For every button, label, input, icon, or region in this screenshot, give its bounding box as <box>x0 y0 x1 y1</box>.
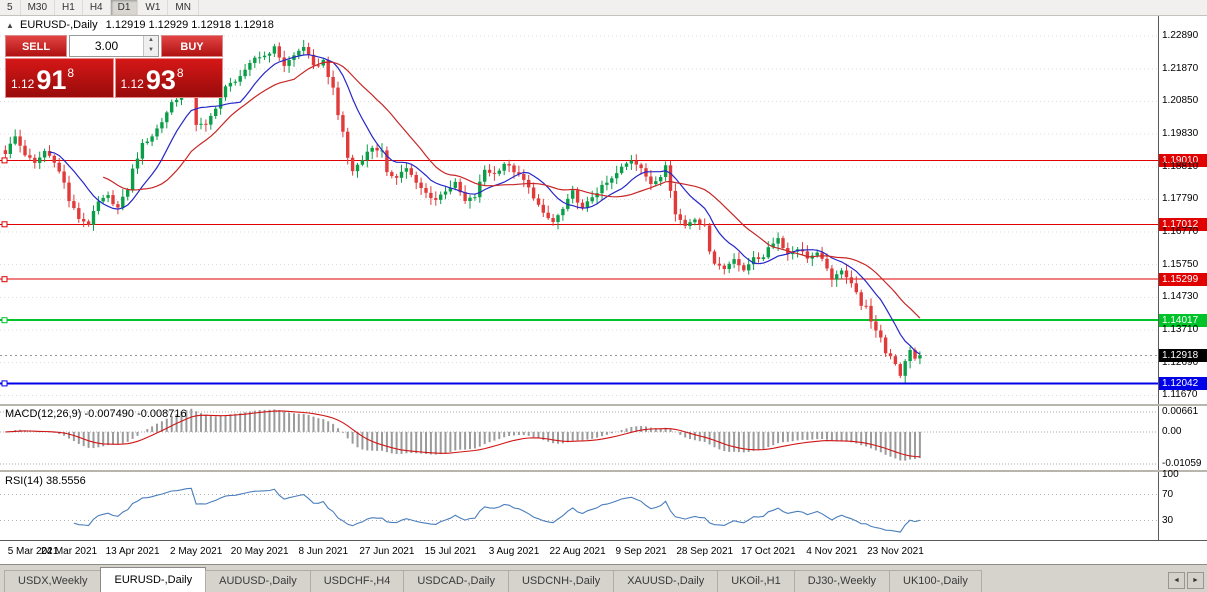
rsi-axis-label: 70 <box>1162 489 1174 500</box>
price-axis-label-red: 1.19010 <box>1159 154 1207 167</box>
time-axis-label: 22 Aug 2021 <box>549 546 606 557</box>
chart-tab-uk100-daily[interactable]: UK100-,Daily <box>889 570 982 592</box>
price-axis-label: 1.21870 <box>1162 63 1199 74</box>
tab-scrollbar: ◄ ► <box>1168 572 1204 589</box>
time-axis-label: 27 Jun 2021 <box>359 546 415 557</box>
sell-price-button[interactable]: 1.12 91 8 <box>5 58 114 98</box>
time-axis-label: 20 May 2021 <box>230 546 289 557</box>
price-axis-label: 1.19830 <box>1162 128 1199 139</box>
timeframe-button-mn[interactable]: MN <box>168 0 199 15</box>
volume-input[interactable]: 3.00 ▲ ▼ <box>69 35 159 57</box>
buy-price-pips: 93 <box>145 65 176 95</box>
time-axis-label: 8 Jun 2021 <box>298 546 349 557</box>
macd-chart[interactable] <box>0 406 1158 470</box>
timeframe-button-m30[interactable]: M30 <box>21 0 56 15</box>
macd-axis[interactable]: 0.00661 0.00 -0.01059 <box>1158 406 1207 470</box>
macd-axis-label: 0.00661 <box>1162 406 1199 417</box>
price-chart[interactable] <box>0 16 1158 404</box>
rsi-axis[interactable]: 100 70 30 <box>1158 469 1207 540</box>
rsi-chart[interactable] <box>0 472 1158 540</box>
volume-value[interactable]: 3.00 <box>94 39 119 53</box>
price-axis-label: 1.13710 <box>1162 324 1199 335</box>
chart-tab-usdcnh-daily[interactable]: USDCNH-,Daily <box>507 570 615 592</box>
time-axis[interactable]: 5 Mar 2021 24 Mar 2021 13 Apr 2021 2 May 20… <box>0 540 1207 564</box>
time-axis-label: 28 Sep 2021 <box>676 546 734 557</box>
chart-tab-eurusd-daily[interactable]: EURUSD-,Daily <box>100 567 207 592</box>
time-axis-label: 3 Aug 2021 <box>488 546 540 557</box>
time-axis-label: 4 Nov 2021 <box>806 546 858 557</box>
rsi-indicator-title: RSI(14) 38.5556 <box>5 475 86 487</box>
chart-tab-xauusd-daily[interactable]: XAUUSD-,Daily <box>613 570 719 592</box>
timeframe-button-d1[interactable]: D1 <box>110 0 139 15</box>
time-axis-label: 9 Sep 2021 <box>615 546 667 557</box>
chart-tab-bar: USDX,Weekly EURUSD-,Daily AUDUSD-,Daily USD… <box>4 565 982 592</box>
one-click-trading-panel: SELL 3.00 ▲ ▼ BUY 1.12 91 8 1.12 93 8 <box>5 35 223 98</box>
price-axis-label-green: 1.14017 <box>1159 314 1207 327</box>
symbol-title: EURUSD-,Daily <box>19 19 98 31</box>
price-axis-label: 1.12690 <box>1162 357 1199 368</box>
time-axis-label: 17 Oct 2021 <box>741 546 796 557</box>
panel-divider[interactable] <box>0 470 1207 472</box>
time-axis-label: 13 Apr 2021 <box>105 546 160 557</box>
sell-price-pips: 91 <box>36 65 67 95</box>
macd-axis-label: -0.01059 <box>1162 458 1202 469</box>
price-axis-label: 1.17790 <box>1162 193 1199 204</box>
time-axis-label: 23 Nov 2021 <box>867 546 924 557</box>
price-axis-label: 1.20850 <box>1162 95 1199 106</box>
time-axis-label: 5 Mar 2021 <box>7 546 59 557</box>
chart-tab-usdx-weekly[interactable]: USDX,Weekly <box>4 570 102 592</box>
sell-button[interactable]: SELL <box>5 35 67 57</box>
chart-tab-dj30-weekly[interactable]: DJ30-,Weekly <box>793 570 891 592</box>
buy-button[interactable]: BUY <box>161 35 223 57</box>
chart-tab-ukoil-h1[interactable]: UKOil-,H1 <box>717 570 795 592</box>
price-axis-label: 1.16770 <box>1162 226 1199 237</box>
tab-scroll-left-icon[interactable]: ◄ <box>1168 572 1185 589</box>
price-axis-label-red: 1.15299 <box>1159 273 1207 286</box>
volume-stepper: ▲ ▼ <box>143 36 158 56</box>
price-axis-label: 1.22890 <box>1162 30 1199 41</box>
timeframe-button-w1[interactable]: W1 <box>138 0 169 15</box>
macd-indicator-title: MACD(12,26,9) -0.007490 -0.008716 <box>5 408 187 420</box>
price-axis-label-blue: 1.12042 <box>1159 377 1207 390</box>
chart-tab-usdchf-h4[interactable]: USDCHF-,H4 <box>309 570 405 592</box>
timeframe-button-5[interactable]: 5 <box>0 0 21 15</box>
price-axis-label-red: 1.17012 <box>1159 218 1207 231</box>
ohlc-values: 1.12919 1.12929 1.12918 1.12918 <box>105 19 274 31</box>
panel-divider[interactable] <box>0 404 1207 406</box>
price-axis-label: 1.15750 <box>1162 259 1199 270</box>
buy-price-button[interactable]: 1.12 93 8 <box>114 58 223 98</box>
chart-tab-usdcad-daily[interactable]: USDCAD-,Daily <box>403 570 509 592</box>
volume-up-button[interactable]: ▲ <box>144 36 158 46</box>
price-axis[interactable]: 1.22890 1.21870 1.20850 1.19830 1.19010 1.188… <box>1158 16 1207 404</box>
price-axis-label: 1.11670 <box>1162 389 1198 400</box>
price-axis-label: 1.18810 <box>1162 161 1199 172</box>
macd-axis-label: 0.00 <box>1162 426 1182 437</box>
timeframe-button-h4[interactable]: H4 <box>83 0 111 15</box>
rsi-axis-label: 30 <box>1162 515 1174 526</box>
time-axis-label: 24 Mar 2021 <box>40 546 98 557</box>
buy-price-point: 8 <box>176 66 184 80</box>
time-axis-label: 15 Jul 2021 <box>424 546 477 557</box>
time-axis-label: 2 May 2021 <box>170 546 223 557</box>
price-axis-label: 1.14730 <box>1162 291 1199 302</box>
chart-tab-strip: USDX,Weekly EURUSD-,Daily AUDUSD-,Daily USD… <box>0 564 1207 592</box>
chart-tab-audusd-daily[interactable]: AUDUSD-,Daily <box>205 570 311 592</box>
sell-price-point: 8 <box>67 66 75 80</box>
timeframe-button-h1[interactable]: H1 <box>55 0 83 15</box>
timeframe-toolbar: 5 M30 H1 H4 D1 W1 MN <box>0 0 1207 16</box>
symbol-info: ▲ EURUSD-,Daily 1.12919 1.12929 1.12918 … <box>6 19 274 31</box>
collapse-panel-icon[interactable]: ▲ <box>6 21 14 30</box>
sell-price-prefix: 1.12 <box>11 77 35 91</box>
volume-down-button[interactable]: ▼ <box>144 46 158 56</box>
rsi-axis-label: 100 <box>1162 469 1179 480</box>
buy-price-prefix: 1.12 <box>120 77 144 91</box>
tab-scroll-right-icon[interactable]: ► <box>1187 572 1204 589</box>
price-axis-label-black: 1.12918 <box>1159 349 1207 362</box>
